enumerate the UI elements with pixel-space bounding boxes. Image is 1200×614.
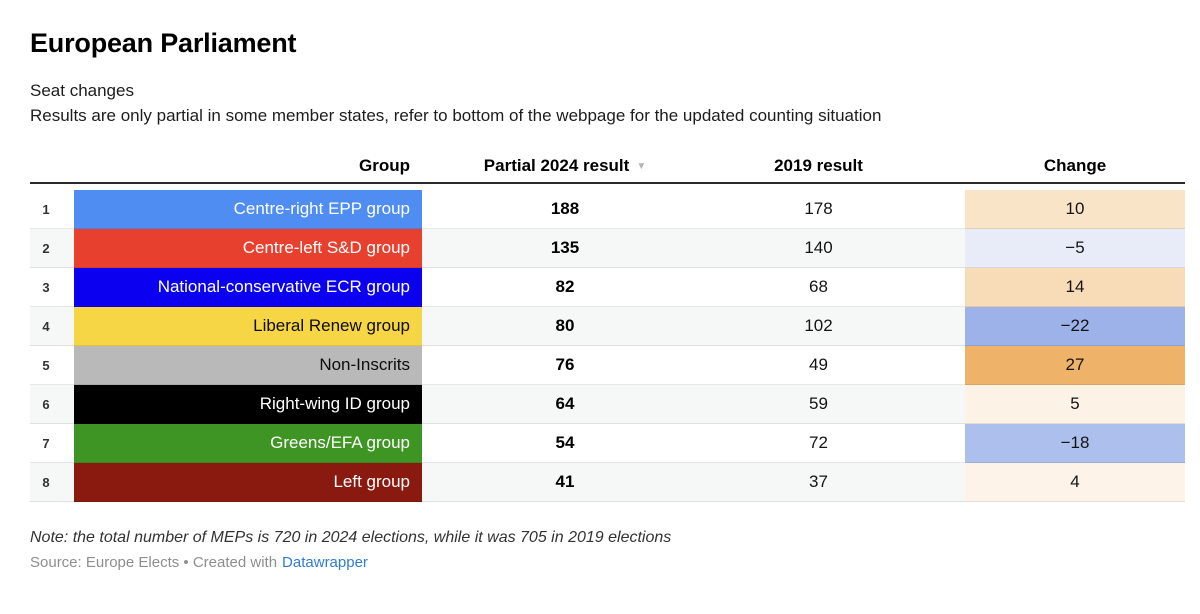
- column-header-change[interactable]: Change: [1043, 156, 1107, 175]
- change-cell: 27: [965, 346, 1185, 385]
- group-cell: Right-wing ID group: [74, 385, 422, 424]
- row-index: 3: [30, 268, 74, 307]
- table-row: 8 Left group 41 37 4: [30, 463, 1185, 502]
- chart-source: Source: Europe Elects • Created with Data…: [30, 554, 1185, 571]
- row-index: 1: [30, 190, 74, 229]
- column-header-partial-2024-label: Partial 2024 result: [483, 156, 630, 175]
- partial-2024-cell: 54: [422, 424, 708, 463]
- description-line-2: Results are only partial in some member …: [30, 106, 882, 125]
- change-cell: 14: [965, 268, 1185, 307]
- table-body: 1 Centre-right EPP group 188 178 10 2 Ce…: [30, 190, 1185, 502]
- group-cell: Liberal Renew group: [74, 307, 422, 346]
- result-2019-cell: 72: [708, 424, 965, 463]
- group-cell: Greens/EFA group: [74, 424, 422, 463]
- table-header-row: Group Partial 2024 result ▼ 2019 result C…: [30, 150, 1185, 184]
- chart-container: European Parliament Seat changes Results…: [30, 28, 1185, 571]
- row-index: 5: [30, 346, 74, 385]
- change-cell: −5: [965, 229, 1185, 268]
- group-cell: Left group: [74, 463, 422, 502]
- partial-2024-cell: 76: [422, 346, 708, 385]
- partial-2024-cell: 188: [422, 190, 708, 229]
- description-line-1: Seat changes: [30, 81, 134, 100]
- result-2019-cell: 140: [708, 229, 965, 268]
- row-index: 2: [30, 229, 74, 268]
- column-header-group[interactable]: Group: [359, 156, 410, 175]
- seat-changes-table: Group Partial 2024 result ▼ 2019 result C…: [30, 150, 1185, 502]
- chart-description: Seat changes Results are only partial in…: [30, 78, 1185, 128]
- partial-2024-cell: 82: [422, 268, 708, 307]
- table-row: 4 Liberal Renew group 80 102 −22: [30, 307, 1185, 346]
- partial-2024-cell: 80: [422, 307, 708, 346]
- row-index: 7: [30, 424, 74, 463]
- change-cell: −18: [965, 424, 1185, 463]
- datawrapper-link[interactable]: Datawrapper: [282, 554, 368, 571]
- table-row: 1 Centre-right EPP group 188 178 10: [30, 190, 1185, 229]
- group-cell: Centre-left S&D group: [74, 229, 422, 268]
- column-header-partial-2024[interactable]: Partial 2024 result ▼: [422, 156, 708, 176]
- change-cell: 4: [965, 463, 1185, 502]
- chart-note: Note: the total number of MEPs is 720 in…: [30, 529, 672, 546]
- row-index: 6: [30, 385, 74, 424]
- group-cell: National-conservative ECR group: [74, 268, 422, 307]
- change-cell: −22: [965, 307, 1185, 346]
- result-2019-cell: 102: [708, 307, 965, 346]
- source-text: Source: Europe Elects • Created with: [30, 554, 278, 571]
- change-cell: 10: [965, 190, 1185, 229]
- result-2019-cell: 37: [708, 463, 965, 502]
- table-row: 2 Centre-left S&D group 135 140 −5: [30, 229, 1185, 268]
- row-index: 8: [30, 463, 74, 502]
- row-index: 4: [30, 307, 74, 346]
- result-2019-cell: 178: [708, 190, 965, 229]
- partial-2024-cell: 135: [422, 229, 708, 268]
- sort-descending-icon: ▼: [636, 161, 647, 172]
- result-2019-cell: 68: [708, 268, 965, 307]
- partial-2024-cell: 64: [422, 385, 708, 424]
- table-row: 3 National-conservative ECR group 82 68 …: [30, 268, 1185, 307]
- result-2019-cell: 59: [708, 385, 965, 424]
- page-title: European Parliament: [30, 28, 297, 58]
- change-cell: 5: [965, 385, 1185, 424]
- table-row: 6 Right-wing ID group 64 59 5: [30, 385, 1185, 424]
- table-row: 5 Non-Inscrits 76 49 27: [30, 346, 1185, 385]
- table-row: 7 Greens/EFA group 54 72 −18: [30, 424, 1185, 463]
- column-header-2019[interactable]: 2019 result: [774, 156, 863, 175]
- group-cell: Centre-right EPP group: [74, 190, 422, 229]
- group-cell: Non-Inscrits: [74, 346, 422, 385]
- partial-2024-cell: 41: [422, 463, 708, 502]
- result-2019-cell: 49: [708, 346, 965, 385]
